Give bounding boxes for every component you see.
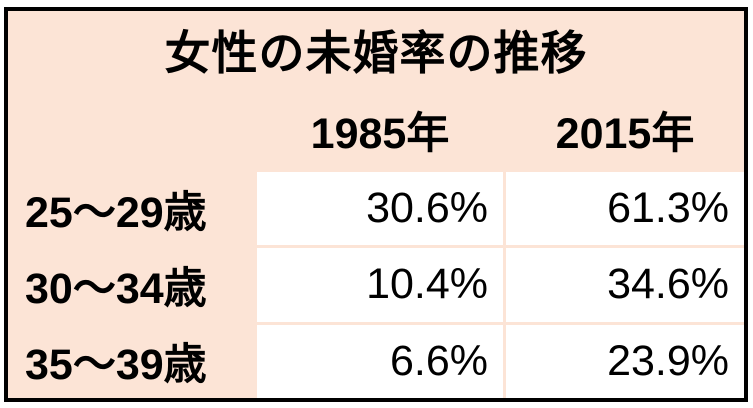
table-grid: 女性の未婚率の推移 1985年 2015年 25〜29歳 30.6% 61.3%… bbox=[8, 11, 744, 398]
column-header-1985: 1985年 bbox=[310, 110, 450, 158]
table-title: 女性の未婚率の推移 bbox=[8, 11, 744, 88]
cell-35-39-1985: 6.6% bbox=[257, 324, 503, 398]
cell-35-39-2015: 23.9% bbox=[506, 324, 744, 398]
corner-cell bbox=[8, 91, 254, 169]
unmarried-rate-table: 女性の未婚率の推移 1985年 2015年 25〜29歳 30.6% 61.3%… bbox=[4, 7, 748, 402]
cell-30-34-1985: 10.4% bbox=[257, 248, 503, 322]
row-label-30-34: 30〜34歳 bbox=[25, 264, 207, 313]
cell-30-34-2015: 34.6% bbox=[506, 248, 744, 322]
column-header-2015: 2015年 bbox=[555, 110, 695, 158]
row-label-25-29: 25〜29歳 bbox=[25, 188, 207, 237]
cell-25-29-1985: 30.6% bbox=[257, 172, 503, 246]
row-label-35-39: 35〜39歳 bbox=[25, 341, 207, 390]
cell-25-29-2015: 61.3% bbox=[506, 172, 744, 246]
